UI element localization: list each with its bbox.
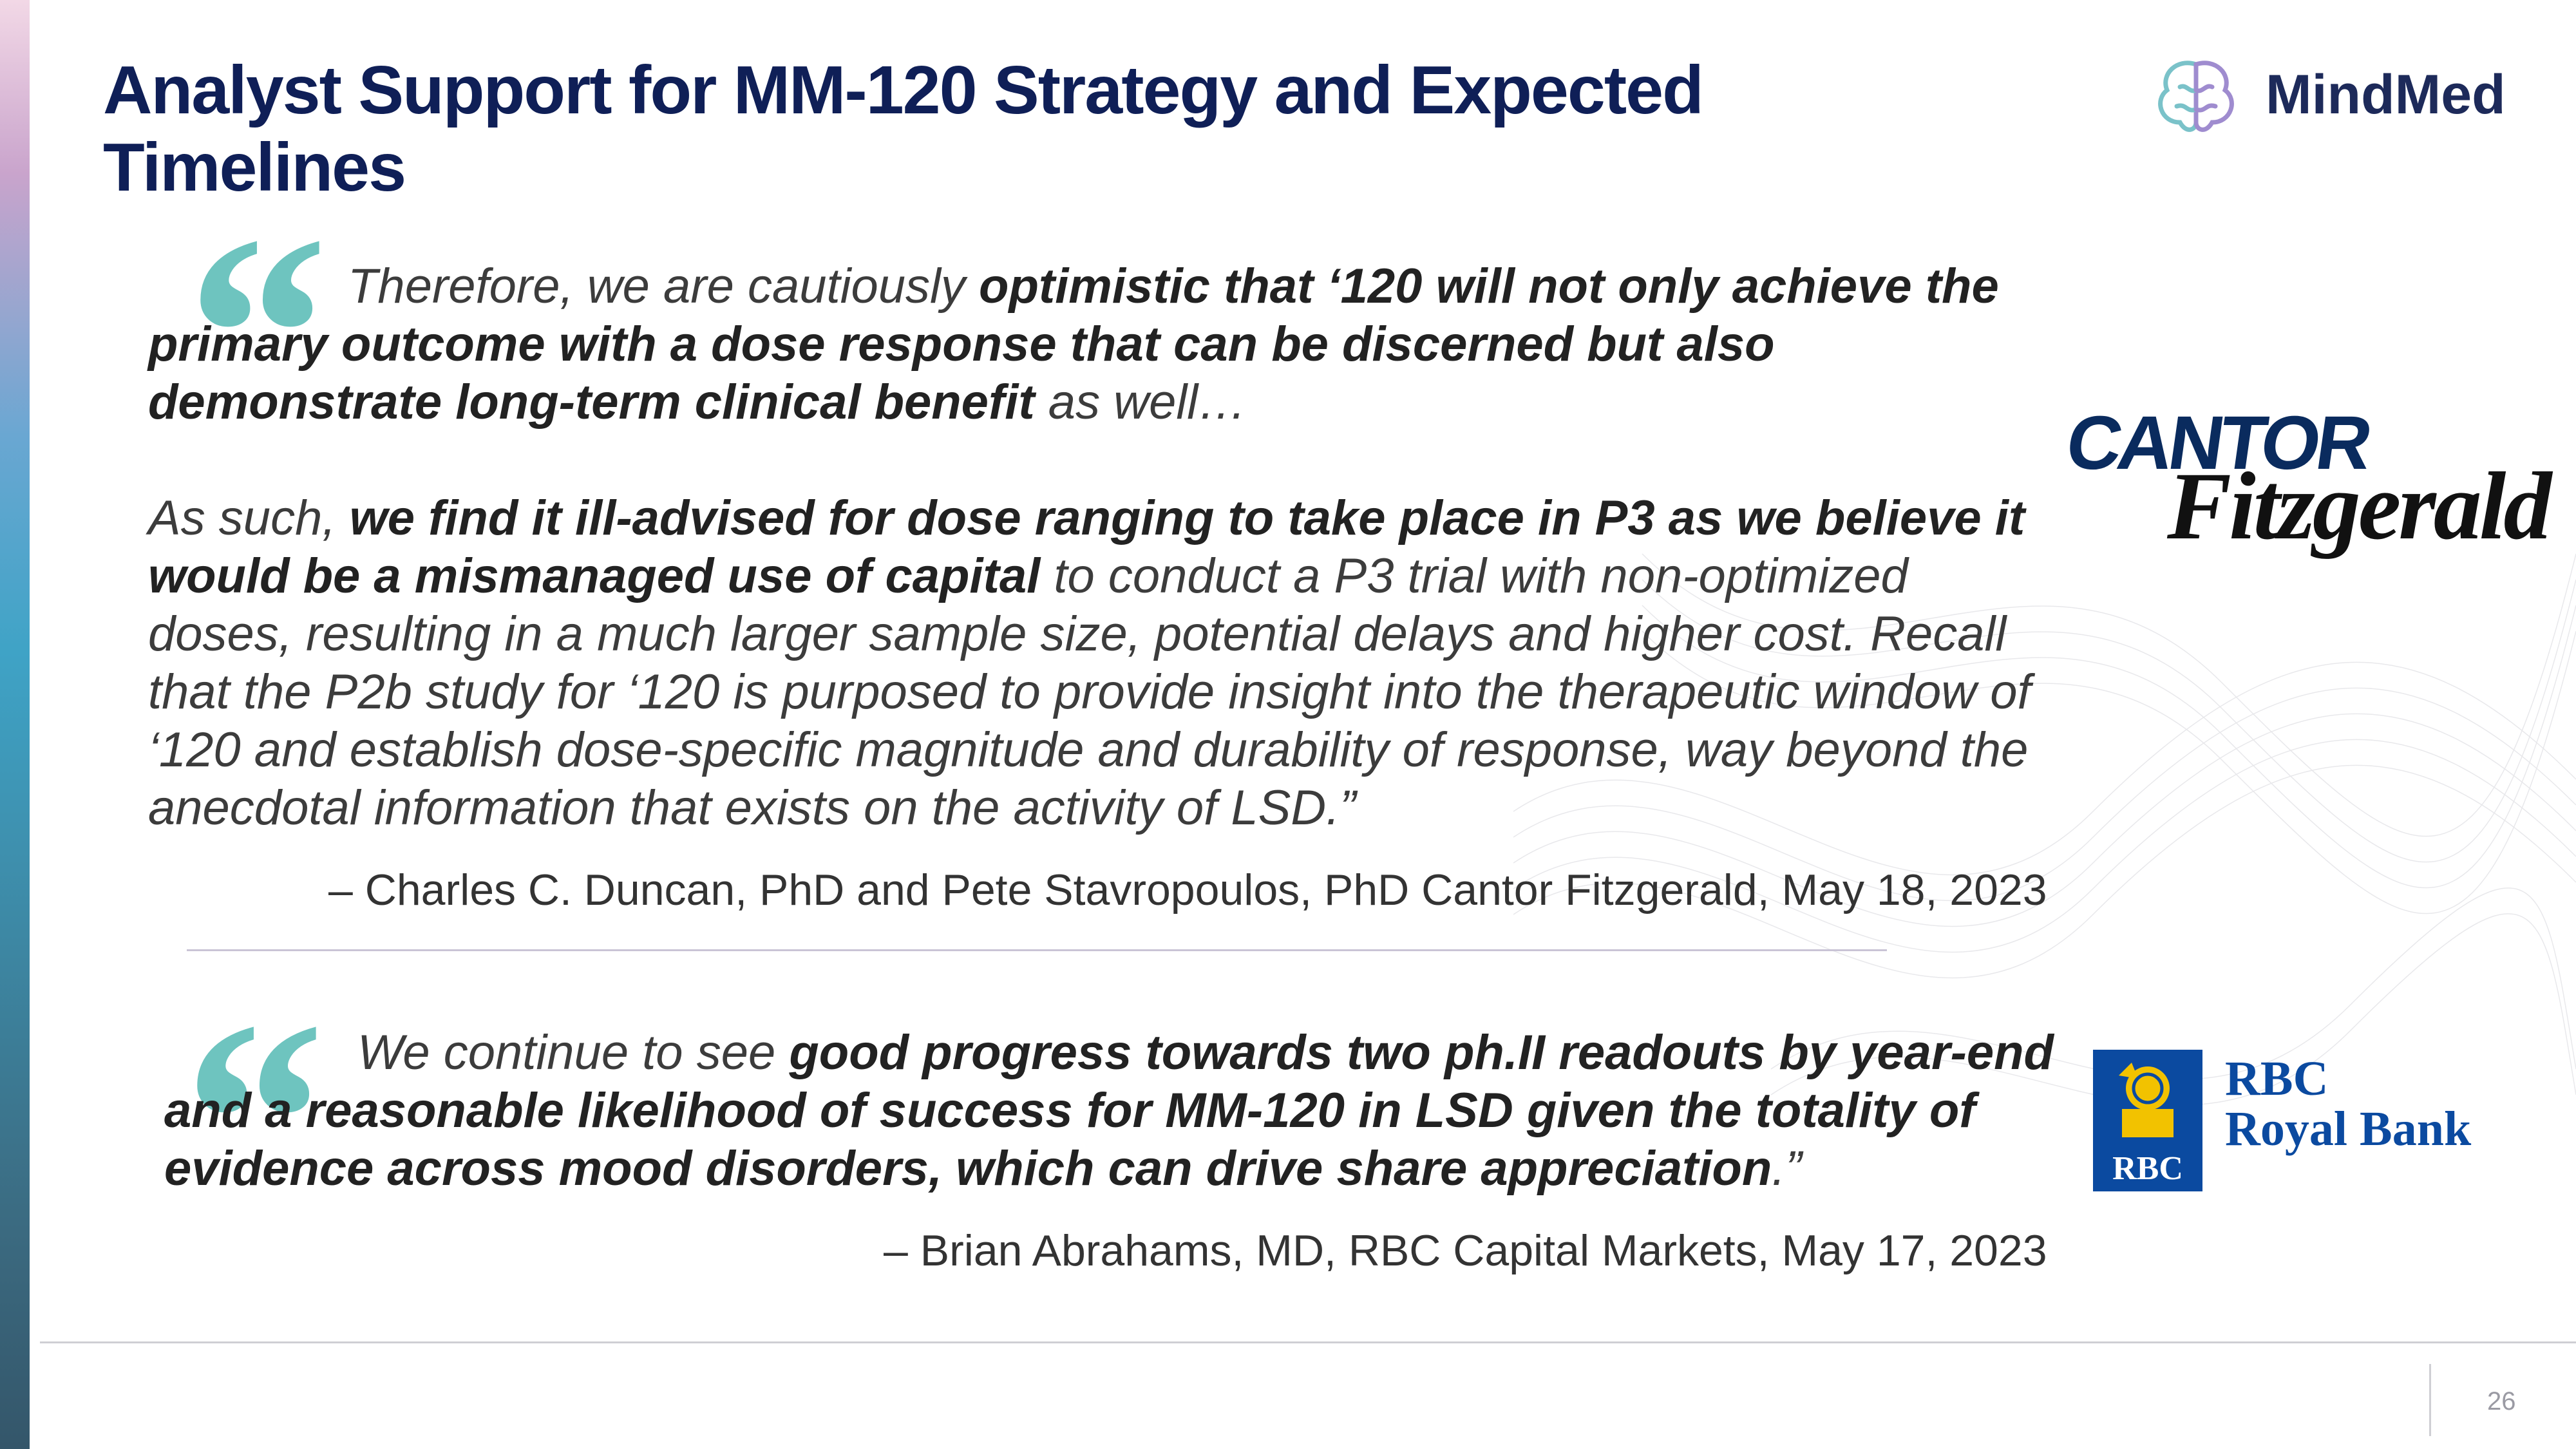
lion-icon	[2119, 1063, 2174, 1137]
quote2-attribution: – Brian Abrahams, MD, RBC Capital Market…	[884, 1226, 2047, 1275]
decorative-wave-background	[1513, 553, 2576, 1106]
cantor-fitzgerald-logo: CANTOR Fitzgerald	[2061, 399, 2552, 573]
quote2-text-plain: We continue to see	[357, 1025, 790, 1080]
quote1-text-plain: As such,	[148, 491, 350, 545]
quote1-text-plain: as well…	[1034, 375, 1247, 430]
page-title: Analyst Support for MM-120 Strategy and …	[103, 52, 1704, 205]
quote2-paragraph: We continue to see good progress towards…	[164, 1024, 2064, 1198]
side-accent-bar	[0, 0, 30, 1449]
rbc-wordmark-line1: RBC	[2225, 1052, 2329, 1106]
quote1-paragraph2: As such, we find it ill-advised for dose…	[148, 489, 2048, 837]
rbc-royal-bank-logo: RBC RBC Royal Bank	[2093, 1050, 2524, 1198]
brain-icon	[2158, 61, 2234, 132]
footer-tick-divider	[2429, 1364, 2431, 1436]
rbc-shield-icon: RBC	[2093, 1050, 2202, 1191]
fitzgerald-wordmark: Fitzgerald	[2167, 453, 2552, 560]
section-divider	[187, 949, 1887, 951]
quote1-attribution: – Charles C. Duncan, PhD and Pete Stavro…	[328, 866, 2047, 914]
quote1-text-bold: we find it ill-advised for dose ranging …	[148, 491, 2025, 603]
quote1-text-bold: optimistic that ‘120 will not only achie…	[148, 259, 1999, 430]
mindmed-logo: MindMed	[2151, 52, 2512, 142]
rbc-wordmark-line2: Royal Bank	[2225, 1102, 2472, 1156]
quote2-text-plain: .”	[1772, 1141, 1802, 1196]
rbc-shield-label: RBC	[2112, 1150, 2183, 1187]
page-number: 26	[2487, 1387, 2516, 1416]
footer-divider	[40, 1341, 2576, 1343]
quote1-paragraph1: Therefore, we are cautiously optimistic …	[148, 258, 2048, 431]
quote1-text-plain: Therefore, we are cautiously	[348, 259, 980, 314]
quote2-text-bold: good progress towards two ph.II readouts…	[164, 1025, 2054, 1196]
quote1-text-plain: to conduct a P3 trial with non-optimized…	[148, 549, 2031, 835]
brand-name: MindMed	[2266, 64, 2506, 126]
